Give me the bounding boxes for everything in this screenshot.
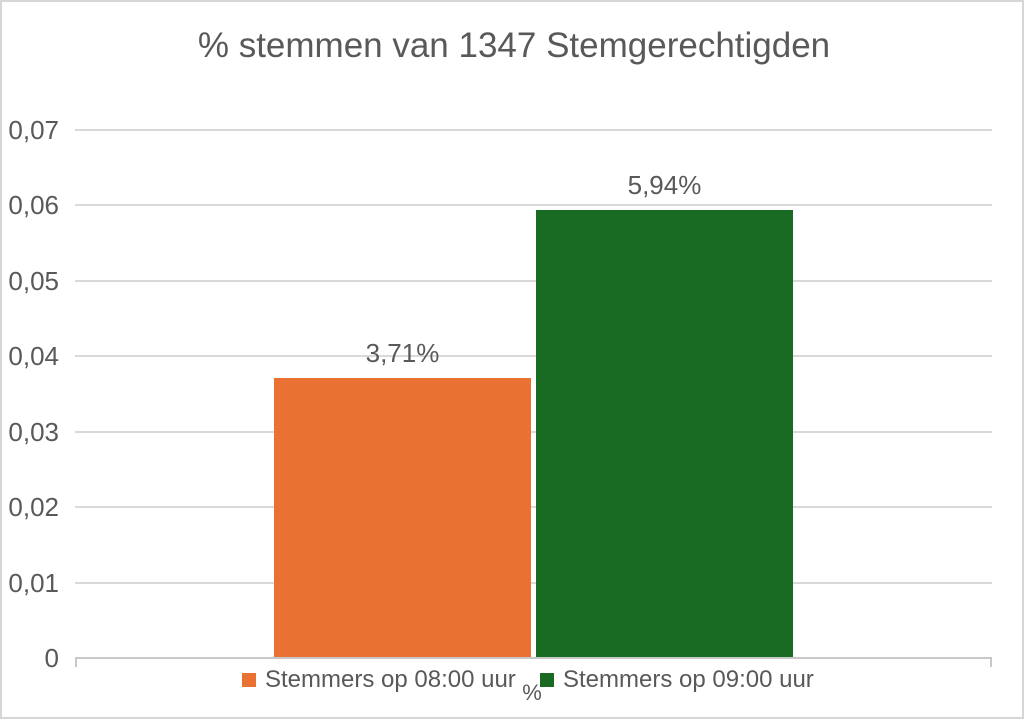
legend-swatch-icon bbox=[242, 673, 256, 687]
bar-2[interactable] bbox=[536, 210, 793, 658]
y-axis-tick-label: 0,07 bbox=[8, 115, 59, 145]
y-axis-tick-label: 0,03 bbox=[8, 416, 59, 447]
legend-label: Stemmers op 09:00 uur bbox=[563, 666, 814, 693]
gridline bbox=[75, 581, 992, 584]
gridline bbox=[75, 506, 992, 509]
gridline bbox=[75, 355, 992, 358]
chart-title: % stemmen van 1347 Stemgerechtigden bbox=[197, 26, 831, 65]
gridline bbox=[75, 129, 992, 131]
y-axis-tick-label: 0,02 bbox=[8, 492, 59, 523]
axis-end-tick bbox=[990, 658, 992, 667]
legend-swatch-icon bbox=[540, 673, 554, 687]
gridline bbox=[75, 430, 992, 433]
legend-label: Stemmers op 08:00 uur bbox=[265, 666, 516, 693]
y-axis-tick-label: 0,04 bbox=[8, 341, 59, 372]
y-axis-tick-label: 0,01 bbox=[8, 567, 59, 598]
axis-end-tick bbox=[75, 658, 77, 667]
x-axis-title: % bbox=[522, 680, 542, 705]
data-label-2: 5,94% bbox=[627, 170, 702, 200]
gridline bbox=[75, 204, 992, 207]
legend-item-2[interactable]: Stemmers op 09:00 uur bbox=[540, 666, 814, 693]
legend-item-1[interactable]: Stemmers op 08:00 uur bbox=[242, 666, 516, 693]
x-axis-line bbox=[75, 657, 992, 659]
bar-1[interactable] bbox=[274, 378, 531, 658]
gridline bbox=[75, 279, 992, 282]
data-label-1: 3,71% bbox=[365, 338, 440, 368]
y-axis-tick-label: 0 bbox=[44, 643, 59, 673]
y-axis-tick-label: 0,06 bbox=[8, 190, 59, 221]
y-axis-tick-label: 0,05 bbox=[8, 265, 59, 296]
